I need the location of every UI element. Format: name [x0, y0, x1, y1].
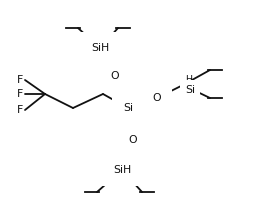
- Text: O: O: [111, 71, 119, 81]
- Text: Si: Si: [123, 103, 133, 113]
- Text: F: F: [17, 75, 23, 85]
- Text: H: H: [185, 75, 192, 84]
- Text: F: F: [17, 89, 23, 99]
- Text: O: O: [129, 135, 137, 145]
- Text: Si: Si: [185, 85, 195, 95]
- Text: F: F: [17, 105, 23, 115]
- Text: SiH: SiH: [91, 43, 109, 53]
- Text: O: O: [153, 93, 161, 103]
- Text: SiH: SiH: [113, 165, 131, 175]
